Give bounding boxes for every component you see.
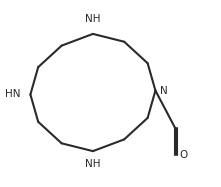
Text: NH: NH [85,159,101,169]
Text: O: O [180,150,188,160]
Text: NH: NH [85,14,101,24]
Text: HN: HN [5,89,21,99]
Text: N: N [160,86,168,96]
